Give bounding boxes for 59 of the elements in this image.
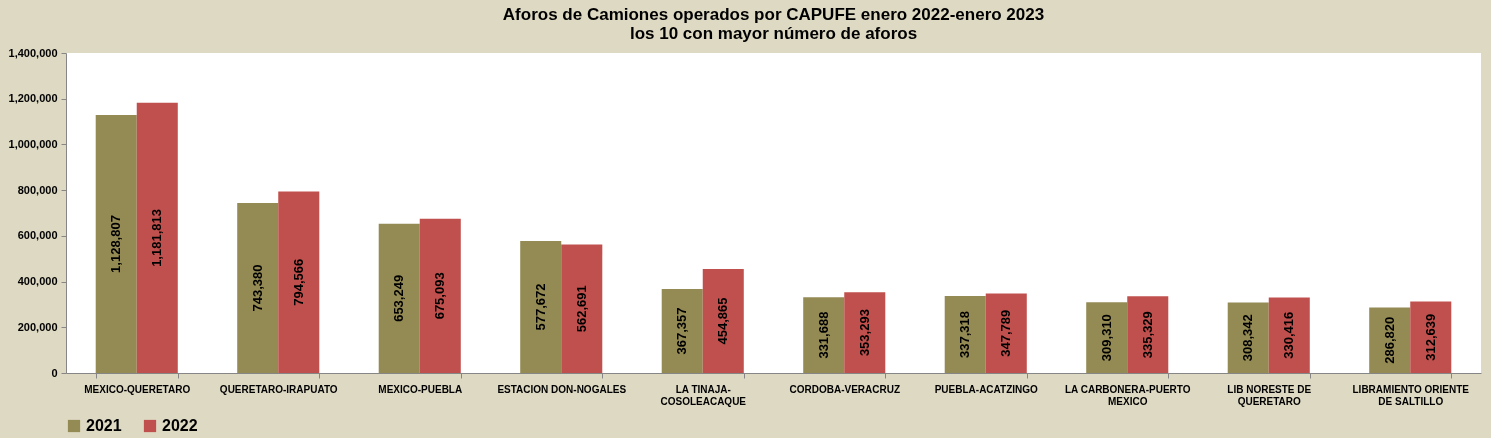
bar [1127,296,1169,373]
bar [1086,302,1128,373]
data-label: 312,639 [1422,313,1438,361]
y-tick-label: 400,000 [17,275,58,288]
bar [661,289,703,373]
x-tick-label: PUEBLA-ACATZINGO [934,383,1039,395]
data-label: 454,865 [715,297,731,345]
data-label: 337,318 [957,310,973,358]
y-tick-label: 1,000,000 [8,137,58,150]
bar [985,293,1027,373]
data-label: 577,672 [532,283,548,331]
bar [520,240,562,373]
x-tick-label: QUERETARO-IRAPUATO [219,383,338,395]
bar [278,191,320,373]
y-tick-label: 600,000 [17,229,58,242]
bar [419,218,461,373]
bar [1268,297,1310,373]
x-tick-label: MEXICO-PUEBLA [378,383,463,395]
data-label: 1,181,813 [149,209,165,267]
x-tick-label: LIB NORESTE DE QUERETARO [1227,383,1312,407]
x-tick-label: LA CARBONERA-PUERTO MEXICO [1064,383,1191,407]
data-label: 1,128,807 [108,215,124,273]
data-label: 347,789 [998,309,1014,357]
bar [944,295,986,373]
data-label: 675,093 [432,272,448,320]
x-tick-label: MEXICO-QUERETARO [84,383,191,395]
data-label: 562,691 [573,285,589,333]
y-tick-label: 0 [51,366,58,379]
bar [561,244,603,373]
legend-label: 2022 [162,417,198,434]
x-tick-label: CORDOBA-VERACRUZ [789,383,901,395]
data-label: 286,820 [1381,316,1397,364]
bar [378,223,420,373]
data-label: 335,329 [1139,311,1155,359]
bar [237,203,279,373]
legend-label: 2021 [86,417,122,434]
bar [95,114,137,373]
chart-title: Aforos de Camiones operados por CAPUFE enero 2022-enero 2023 [502,5,1045,24]
y-tick-label: 1,400,000 [8,46,58,59]
bar [803,297,845,373]
bar [844,292,886,373]
data-label: 743,380 [249,264,265,312]
data-label: 330,416 [1281,311,1297,359]
data-label: 308,342 [1240,314,1256,362]
x-tick-label: LA TINAJA-COSOLEACAQUE [660,383,747,407]
data-label: 653,249 [391,274,407,322]
data-label: 331,688 [815,311,831,359]
x-tick-label: ESTACION DON-NOGALES [497,383,627,395]
chart-subtitle: los 10 con mayor número de aforos [629,24,918,43]
bar [136,102,178,373]
data-label: 367,357 [674,307,690,355]
y-tick-label: 1,200,000 [8,92,58,105]
y-tick-label: 800,000 [17,183,58,196]
bar [702,269,744,373]
x-tick-label: LIBRAMIENTO ORIENTE DE SALTILLO [1352,383,1470,407]
data-label: 353,293 [856,309,872,357]
data-label: 794,566 [290,258,306,306]
y-tick-label: 200,000 [17,320,58,333]
data-label: 309,310 [1098,314,1114,362]
